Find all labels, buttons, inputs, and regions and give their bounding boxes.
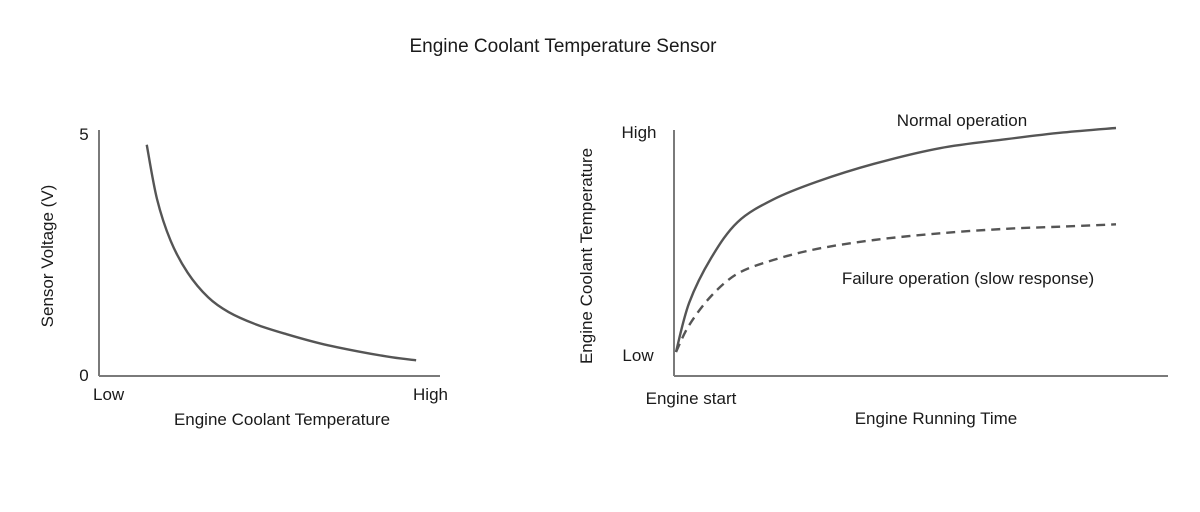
x-axis-title: Engine Running Time (855, 409, 1018, 428)
y-tick-label-low: 0 (79, 366, 88, 385)
y-axis-title: Sensor Voltage (V) (38, 185, 57, 328)
y-tick-label-low: Low (622, 346, 654, 365)
voltage-chart: 5 0 Low High Engine Coolant Temperature … (38, 125, 448, 429)
voltage-curve (145, 144, 417, 362)
series-label-failure: Failure operation (slow response) (842, 269, 1094, 288)
chart-title: Engine Coolant Temperature Sensor (409, 36, 717, 57)
normal-operation-curve (674, 126, 1117, 353)
y-tick-label-high: 5 (79, 125, 88, 144)
temperature-chart: High Low Engine start Engine Running Tim… (577, 111, 1168, 428)
y-tick-label-high: High (622, 123, 657, 142)
x-tick-label-start: Engine start (646, 389, 737, 408)
x-tick-label-high: High (413, 385, 448, 404)
x-axis-title: Engine Coolant Temperature (174, 410, 390, 429)
series-label-normal: Normal operation (897, 111, 1027, 130)
y-axis-title: Engine Coolant Temperature (577, 148, 596, 364)
failure-operation-curve (674, 223, 1117, 353)
x-tick-label-low: Low (93, 385, 125, 404)
